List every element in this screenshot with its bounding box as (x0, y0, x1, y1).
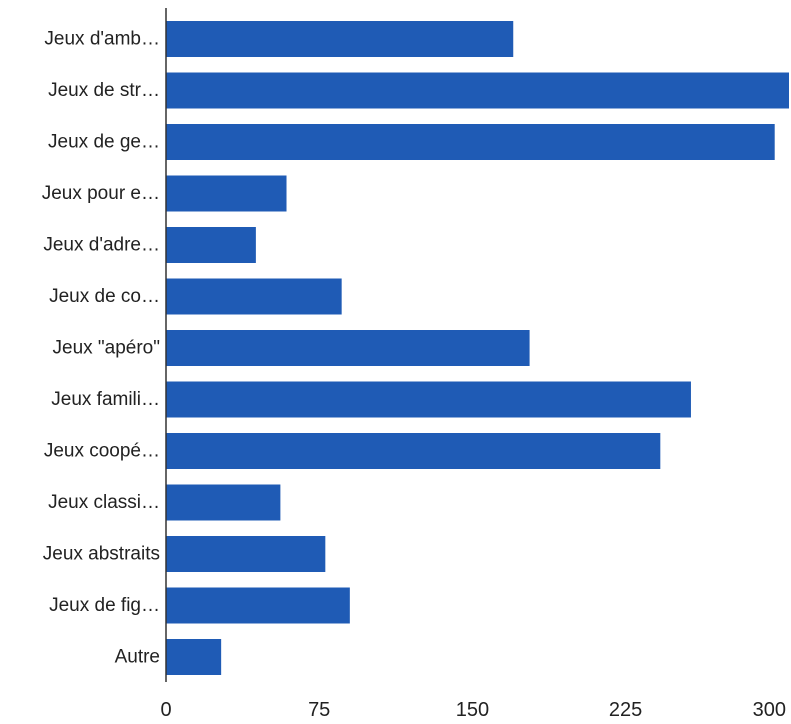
category-labels: Jeux d'amb… Jeux de str… Jeux de ge… Jeux p… (42, 29, 160, 668)
category-label: Jeux pour e… (42, 183, 160, 204)
bar (166, 227, 256, 263)
x-tick-label: 225 (609, 699, 642, 721)
x-tick-label: 0 (160, 699, 171, 721)
category-label: Autre (115, 647, 160, 668)
category-label: Jeux de fig… (49, 595, 160, 616)
x-tick-label: 300 (753, 699, 786, 721)
bar (166, 639, 222, 675)
bar (166, 278, 342, 315)
category-label: Jeux d'adre… (43, 235, 160, 256)
bar (166, 72, 789, 109)
bar (166, 124, 775, 160)
category-label: Jeux abstraits (43, 544, 160, 565)
category-label: Jeux coopé… (44, 441, 160, 462)
bar (166, 330, 530, 366)
bar (166, 175, 287, 212)
bar (166, 536, 326, 572)
category-label: Jeux d'amb… (44, 29, 160, 50)
bars (166, 21, 789, 675)
category-label: Jeux de str… (48, 80, 160, 101)
category-label: Jeux classi… (48, 492, 160, 513)
category-label: Jeux "apéro" (53, 338, 161, 359)
x-tick-label: 150 (456, 699, 489, 721)
category-label: Jeux de ge… (48, 132, 160, 153)
category-label: Jeux de co… (49, 286, 160, 307)
bar (166, 587, 350, 624)
x-tick-label: 75 (308, 699, 330, 721)
bar (166, 484, 281, 521)
bar (166, 433, 661, 469)
category-label: Jeux famili… (51, 389, 160, 410)
bar (166, 381, 691, 418)
x-axis-ticks: 0 75 150 225 300 (160, 699, 786, 721)
bar (166, 21, 514, 57)
